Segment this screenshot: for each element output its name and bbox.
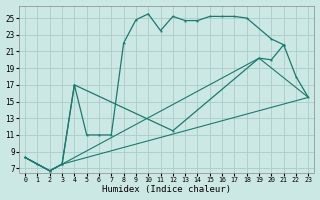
X-axis label: Humidex (Indice chaleur): Humidex (Indice chaleur) <box>102 185 231 194</box>
